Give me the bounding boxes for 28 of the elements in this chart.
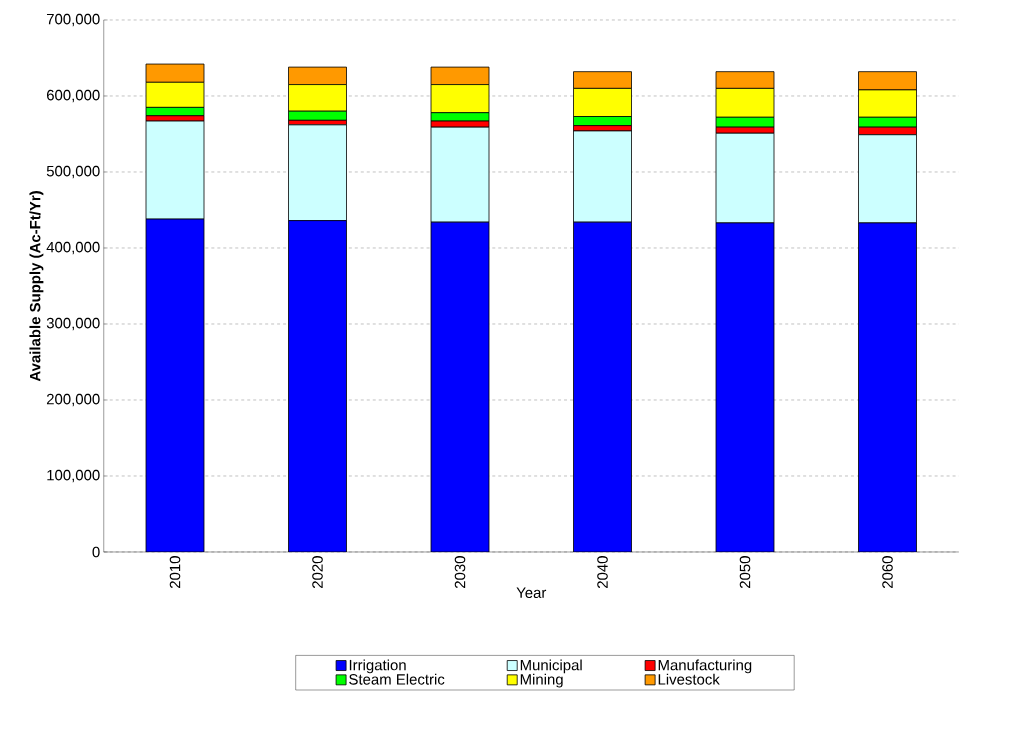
y-tick-label: 200,000 (46, 393, 100, 407)
legend-label: Manufacturing (658, 659, 752, 674)
bar (858, 222, 917, 552)
bar (288, 220, 347, 552)
legend-label: Municipal (520, 659, 582, 674)
x-tick-label: 2060 (882, 556, 893, 588)
x-tick-label: 2040 (597, 556, 608, 588)
x-tick-label: 2030 (454, 556, 466, 588)
x-tick-label: 2020 (312, 556, 323, 588)
x-tick-label: 2010 (169, 556, 181, 588)
x-axis-title: Year (516, 587, 547, 599)
y-tick-label: 300,000 (46, 317, 100, 331)
legend-label: Steam Electric (349, 673, 445, 685)
bar (145, 218, 205, 552)
legend-label: Irrigation (349, 659, 406, 674)
bar (573, 221, 632, 552)
y-axis-title: Available Supply (Ac-Ft/Yr) (29, 191, 44, 382)
legend-label: Mining (520, 673, 563, 688)
y-tick-label: 100,000 (47, 469, 100, 483)
legend-label: Livestock (658, 673, 720, 685)
y-tick-label: 700,000 (46, 13, 100, 27)
y-tick-label: 600,000 (46, 89, 100, 103)
y-tick-label: 400,000 (46, 241, 100, 255)
bar (715, 222, 775, 552)
bar (430, 221, 490, 552)
y-tick-label: 0 (92, 546, 100, 558)
y-tick-label: 500,000 (46, 165, 100, 179)
x-tick-label: 2050 (739, 556, 751, 588)
